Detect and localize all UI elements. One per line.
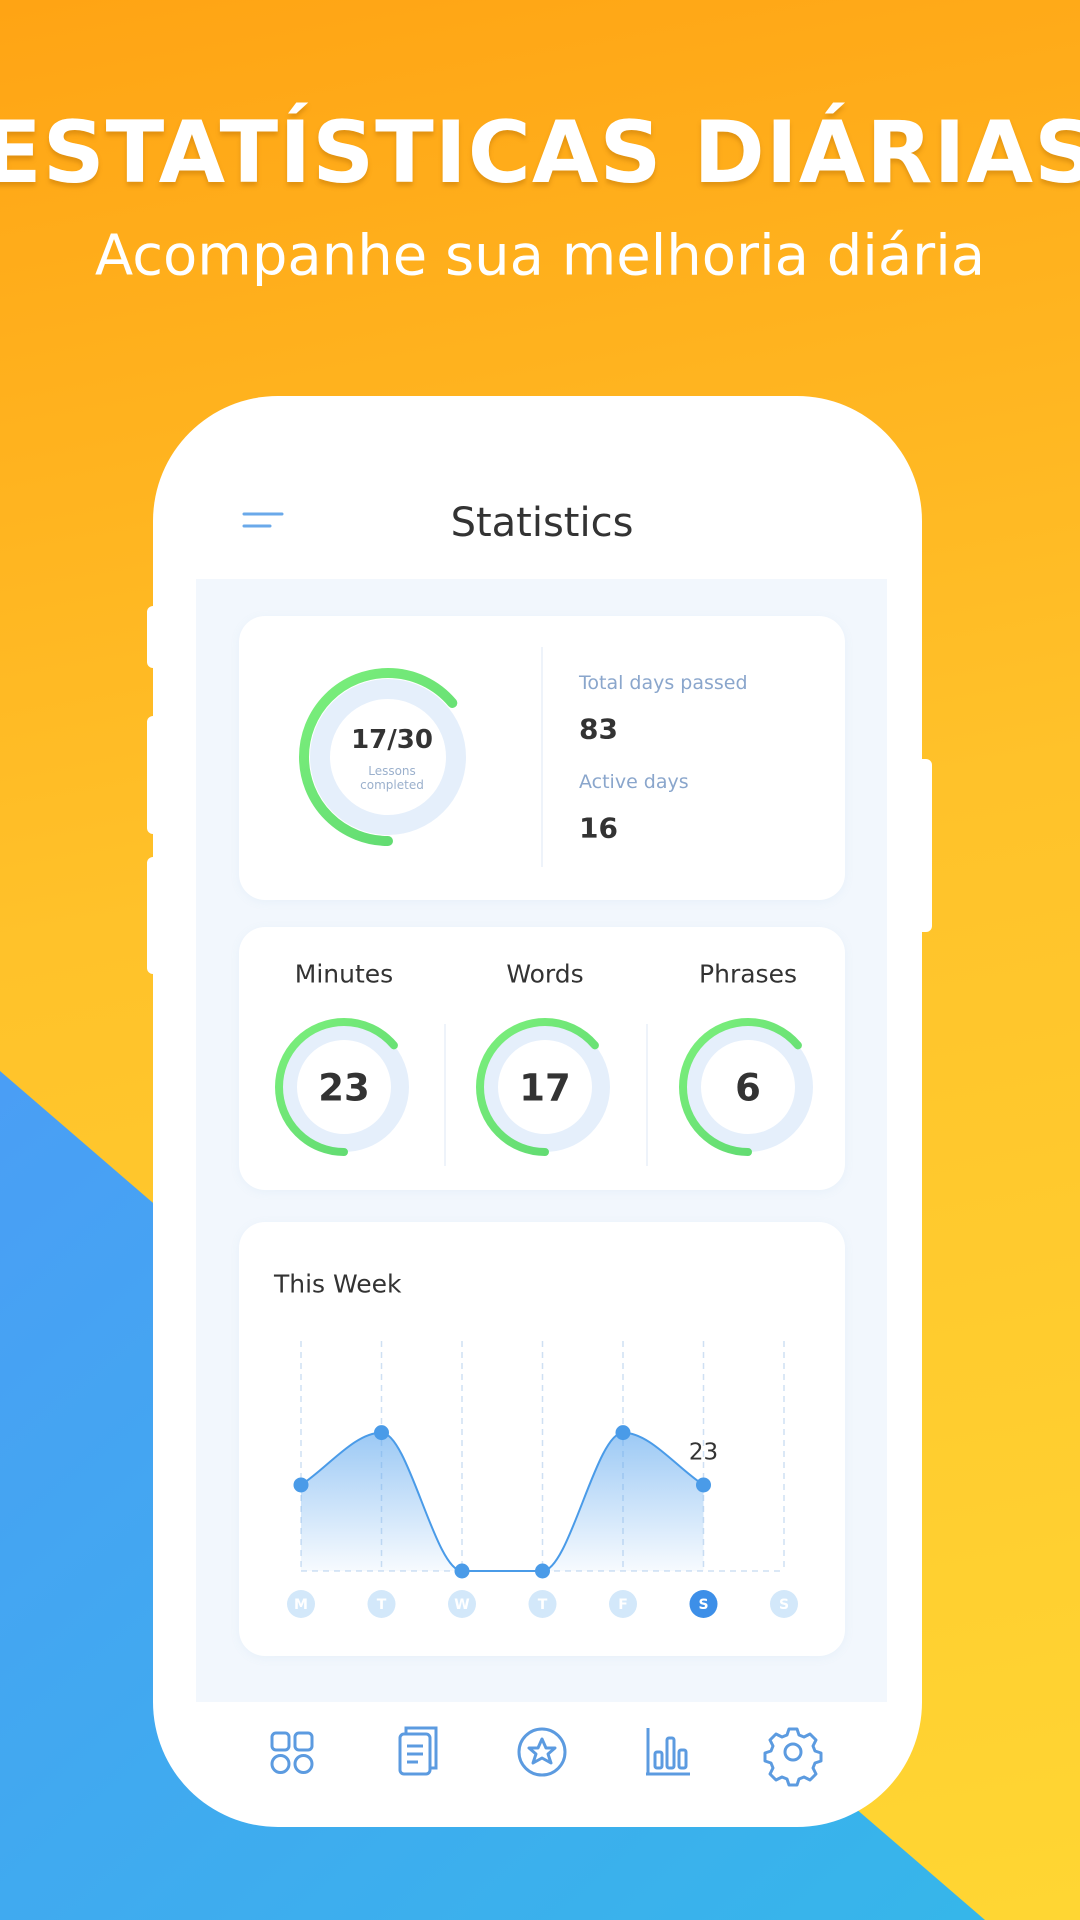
counter-ring xyxy=(275,1018,413,1156)
screen-title: Statistics xyxy=(450,500,634,546)
progress-value: 17/30 xyxy=(351,725,433,755)
divider xyxy=(645,1024,648,1166)
nav-home[interactable] xyxy=(270,1731,314,1774)
counter-label: Minutes xyxy=(294,959,394,989)
progress-label: Lessons completed xyxy=(360,764,424,792)
promo-subtitle: Acompanhe sua melhoria diária xyxy=(94,223,986,289)
chart-title: This Week xyxy=(274,1269,402,1299)
counter-value: 6 xyxy=(735,1066,761,1110)
counter-value: 23 xyxy=(318,1066,370,1110)
ring-arc xyxy=(476,1018,614,1156)
progress-ring xyxy=(299,668,477,846)
nav-favorites[interactable] xyxy=(517,1727,567,1777)
stat-value: 16 xyxy=(579,811,618,845)
bottom-nav xyxy=(270,1726,823,1787)
counter-label: Phrases xyxy=(699,959,797,989)
ring-arc xyxy=(275,1018,413,1156)
ring-track xyxy=(279,1022,409,1152)
divider xyxy=(541,647,543,867)
divider xyxy=(443,1024,446,1166)
ring-track xyxy=(683,1022,813,1152)
ring-arc xyxy=(679,1018,817,1156)
stat-label: Total days passed xyxy=(579,672,748,694)
counter-ring xyxy=(679,1018,817,1156)
promo-title: ESTATÍSTICAS DIÁRIAS xyxy=(0,103,1080,203)
counter-label: Words xyxy=(506,959,584,989)
menu-icon[interactable] xyxy=(242,510,284,532)
stat-label: Active days xyxy=(579,771,689,793)
counter-ring xyxy=(476,1018,614,1156)
nav-statistics[interactable] xyxy=(646,1728,690,1776)
stat-value: 83 xyxy=(579,712,618,746)
ring-track xyxy=(480,1022,610,1152)
nav-lessons[interactable] xyxy=(398,1726,438,1776)
nav-settings[interactable] xyxy=(763,1727,823,1787)
counter-value: 17 xyxy=(519,1066,571,1110)
